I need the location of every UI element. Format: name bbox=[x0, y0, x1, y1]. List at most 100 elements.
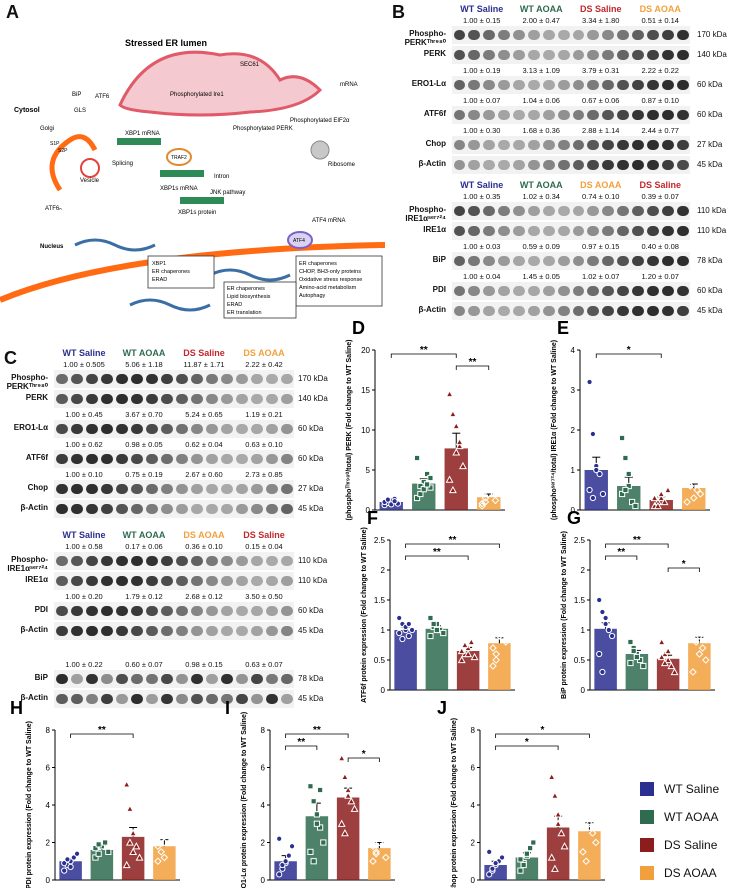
blot-quant-value: 1.00 ± 0.30 bbox=[463, 126, 501, 135]
blot-group-title: WT Saline bbox=[460, 180, 504, 190]
blot-band bbox=[265, 626, 278, 636]
blot-group-title: DS Saline bbox=[183, 348, 225, 358]
blot-band bbox=[190, 454, 203, 464]
data-point bbox=[129, 828, 138, 837]
blot-band bbox=[250, 556, 263, 566]
blot-band bbox=[265, 454, 278, 464]
blot-band bbox=[572, 110, 585, 120]
data-point bbox=[554, 819, 563, 827]
data-point bbox=[455, 441, 464, 450]
blot-band bbox=[617, 140, 629, 150]
significance-label: * bbox=[541, 725, 545, 736]
blot-band bbox=[175, 424, 188, 434]
blot-strip bbox=[452, 46, 690, 64]
data-point bbox=[420, 478, 427, 486]
data-point bbox=[125, 804, 134, 812]
blot-band bbox=[175, 694, 188, 704]
blot-band bbox=[130, 576, 143, 586]
blot-band bbox=[572, 206, 585, 216]
blot-band bbox=[265, 374, 278, 384]
y-axis-label: Chop protein expression (Fold change to … bbox=[451, 718, 458, 888]
blot-group-title: DS Saline bbox=[639, 180, 681, 190]
data-point bbox=[375, 838, 384, 847]
data-point bbox=[560, 842, 569, 850]
data-point bbox=[582, 857, 590, 866]
blot-band bbox=[100, 556, 113, 566]
blot-band bbox=[572, 50, 585, 60]
blot-band bbox=[557, 140, 570, 150]
blot-quant-value: 1.00 ± 0.15 bbox=[463, 16, 501, 25]
blot-band bbox=[617, 306, 629, 316]
data-point bbox=[633, 653, 640, 661]
data-point bbox=[405, 620, 412, 628]
blot-band bbox=[453, 30, 466, 40]
blot-band bbox=[602, 306, 615, 316]
blot-band bbox=[542, 30, 555, 40]
blot-quant-value: 3.67 ± 0.70 bbox=[125, 410, 163, 419]
blot-quant-value: 0.97 ± 0.15 bbox=[582, 242, 620, 251]
data-point bbox=[413, 454, 421, 462]
data-point bbox=[440, 629, 447, 637]
panel-letter-b: B bbox=[392, 2, 405, 22]
blot-band bbox=[265, 504, 278, 514]
data-point bbox=[455, 437, 464, 446]
blot-band bbox=[175, 674, 188, 684]
blot-quant-value: 3.13 ± 1.09 bbox=[522, 66, 560, 75]
blot-kda-label: 60 kDa bbox=[298, 606, 324, 615]
bar bbox=[688, 643, 711, 690]
blot-kda-label: 110 kDa bbox=[298, 556, 328, 565]
data-point bbox=[372, 848, 380, 856]
label-sec61: SEC61 bbox=[240, 62, 260, 68]
blot-band bbox=[160, 674, 173, 684]
blot-band bbox=[55, 424, 68, 434]
y-tick-label: 0 bbox=[46, 876, 51, 885]
blot-band bbox=[587, 50, 600, 60]
blot-band bbox=[130, 484, 143, 494]
label-perk: Phosphorylated PERK bbox=[233, 126, 293, 132]
box3-line-3: ER translation bbox=[227, 310, 262, 316]
blot-band bbox=[676, 206, 689, 216]
blot-band bbox=[190, 556, 203, 566]
significance-label: ** bbox=[617, 547, 625, 558]
blot-band bbox=[483, 50, 496, 60]
blot-quant-value: 1.00 ± 0.04 bbox=[463, 272, 501, 281]
blot-band bbox=[646, 80, 659, 90]
blot-band bbox=[55, 484, 68, 494]
blot-band bbox=[85, 424, 98, 434]
blot-strip bbox=[452, 136, 690, 154]
data-point bbox=[460, 649, 469, 658]
xbp1s-protein-bar bbox=[180, 197, 224, 204]
bar bbox=[682, 488, 706, 510]
blot-band bbox=[190, 694, 203, 704]
blot-band bbox=[235, 606, 248, 616]
blot-band bbox=[220, 484, 233, 494]
blot-band bbox=[453, 140, 466, 150]
blot-kda-label: 110 kDa bbox=[697, 206, 727, 215]
blot-band bbox=[55, 394, 68, 404]
data-point bbox=[347, 797, 356, 805]
data-point bbox=[523, 852, 530, 859]
blot-band bbox=[617, 286, 629, 296]
box3-line-1: Lipid biosynthesis bbox=[227, 294, 271, 300]
blot-kda-label: 78 kDa bbox=[697, 256, 723, 265]
legend-label: DS Saline bbox=[664, 838, 718, 852]
legend-item-wt-saline: WT Saline bbox=[640, 775, 746, 803]
blot-band bbox=[661, 140, 674, 150]
blot-band bbox=[220, 606, 233, 616]
blot-band bbox=[115, 674, 128, 684]
blot-band bbox=[175, 374, 188, 384]
blot-band bbox=[70, 394, 83, 404]
blot-band bbox=[205, 556, 218, 566]
blot-kda-label: 110 kDa bbox=[697, 226, 727, 235]
blot-strip bbox=[54, 500, 294, 518]
blot-band bbox=[483, 286, 496, 296]
label-atf4: ATF4 bbox=[293, 238, 305, 244]
data-point bbox=[417, 490, 424, 498]
blot-band bbox=[250, 394, 263, 404]
blot-band bbox=[130, 454, 143, 464]
data-point bbox=[689, 608, 697, 616]
data-point bbox=[430, 620, 437, 628]
data-point bbox=[599, 668, 606, 676]
blot-row-label: PDI bbox=[432, 285, 446, 294]
data-point bbox=[95, 841, 102, 848]
